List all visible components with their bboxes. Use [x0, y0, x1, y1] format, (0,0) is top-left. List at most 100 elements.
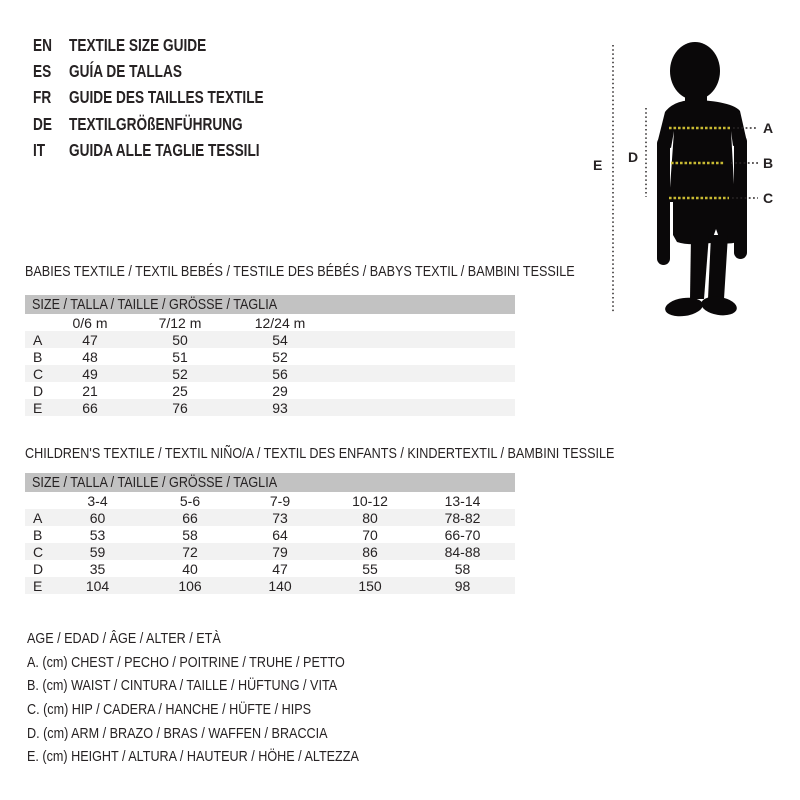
language-title: GUIDE DES TAILLES TEXTILE [69, 87, 264, 108]
children-section-title-text: CHILDREN'S TEXTILE / TEXTIL NIÑO/A / TEX… [25, 445, 615, 462]
language-title-list: EN TEXTILE SIZE GUIDE ES GUÍA DE TALLAS … [33, 32, 319, 163]
language-code-text: EN [33, 34, 52, 55]
legend-line-height: E. (cm) HEIGHT / ALTURA / HAUTEUR / HÖHE… [27, 745, 422, 769]
language-code: FR [33, 87, 69, 108]
legend-line-age: AGE / EDAD / ÂGE / ALTER / ETÀ [27, 627, 422, 651]
column-header: 13-14 [444, 492, 481, 509]
language-row-fr: FR GUIDE DES TAILLES TEXTILE [33, 85, 319, 111]
cell-value: 104 [85, 577, 110, 594]
silhouette-right-leg [708, 235, 728, 299]
language-code-text: ES [33, 60, 52, 81]
cell-value: 73 [272, 509, 288, 526]
babies-section-title-text: BABIES TEXTILE / TEXTIL BEBÉS / TESTILE … [25, 263, 575, 280]
cell-value: 49 [82, 365, 98, 382]
table-row: B 48 51 52 [25, 348, 515, 365]
babies-size-table: SIZE / TALLA / TAILLE / GRÖSSE / TAGLIA … [25, 295, 515, 416]
cell-value: 60 [89, 509, 106, 526]
children-section-title: CHILDREN'S TEXTILE / TEXTIL NIÑO/A / TEX… [25, 445, 727, 462]
cell-value: 70 [362, 526, 378, 543]
language-row-en: EN TEXTILE SIZE GUIDE [33, 32, 319, 58]
measurement-figure-diagram: E D A B C [593, 42, 773, 317]
table-row: A 60 66 73 80 78-82 [25, 509, 515, 526]
silhouette-right-shoe [701, 296, 737, 316]
cell-value: 66 [182, 509, 198, 526]
row-label: D [33, 382, 44, 399]
row-label: E [33, 577, 43, 594]
cell-value: 55 [362, 560, 378, 577]
cell-value: 54 [272, 331, 288, 348]
language-code: IT [33, 140, 69, 161]
legend-text: D. (cm) ARM / BRAZO / BRAS / WAFFEN / BR… [27, 724, 328, 742]
child-silhouette-icon [657, 42, 747, 317]
row-label: D [33, 560, 44, 577]
table-row: D 21 25 29 [25, 382, 515, 399]
babies-column-header-row: 0/6 m 7/12 m 12/24 m [25, 314, 515, 331]
cell-value: 52 [172, 365, 188, 382]
column-header: 5-6 [179, 492, 201, 509]
silhouette-left-shoe [665, 297, 703, 317]
language-title: GUÍA DE TALLAS [69, 60, 182, 81]
column-header: 10-12 [352, 492, 388, 509]
cell-value: 86 [362, 543, 378, 560]
legend-text: C. (cm) HIP / CADERA / HANCHE / HÜFTE / … [27, 701, 311, 719]
legend-text: E. (cm) HEIGHT / ALTURA / HAUTEUR / HÖHE… [27, 748, 359, 766]
cell-value: 80 [362, 509, 378, 526]
cell-value: 52 [272, 348, 288, 365]
silhouette-shorts [673, 198, 742, 245]
cell-value: 84-88 [444, 543, 481, 560]
measure-label-d: D [628, 149, 638, 165]
measurement-legend: AGE / EDAD / ÂGE / ALTER / ETÀ A. (cm) C… [27, 627, 422, 769]
cell-value: 93 [272, 399, 288, 416]
language-row-it: IT GUIDA ALLE TAGLIE TESSILI [33, 137, 319, 163]
column-header: 0/6 m [72, 314, 108, 331]
cell-value: 72 [182, 543, 198, 560]
cell-value: 64 [272, 526, 288, 543]
cell-value: 58 [454, 560, 471, 577]
legend-text: A. (cm) CHEST / PECHO / POITRINE / TRUHE… [27, 653, 345, 671]
cell-value: 47 [82, 331, 98, 348]
cell-value: 35 [89, 560, 106, 577]
cell-value: 78-82 [444, 509, 481, 526]
row-label: B [33, 348, 43, 365]
cell-value: 51 [172, 348, 188, 365]
measure-label-c: C [763, 190, 773, 206]
cell-value: 150 [358, 577, 382, 594]
cell-value: 59 [89, 543, 106, 560]
cell-value: 47 [272, 560, 288, 577]
language-row-de: DE TEXTILGRÖßENFÜHRUNG [33, 111, 319, 137]
children-column-header-row: 3-4 5-6 7-9 10-12 13-14 [25, 492, 515, 509]
row-label: C [33, 365, 44, 382]
measure-label-e: E [593, 157, 602, 173]
language-code: ES [33, 61, 69, 82]
language-code-text: DE [33, 113, 52, 134]
table-row: E 104 106 140 150 98 [25, 577, 515, 594]
cell-value: 40 [182, 560, 198, 577]
legend-line-hip: C. (cm) HIP / CADERA / HANCHE / HÜFTE / … [27, 698, 422, 722]
table-row: A 47 50 54 [25, 331, 515, 348]
cell-value: 29 [272, 382, 288, 399]
cell-value: 21 [82, 382, 98, 399]
language-title: TEXTILE SIZE GUIDE [69, 34, 207, 55]
table-row: D 35 40 47 55 58 [25, 560, 515, 577]
language-code: EN [33, 35, 69, 56]
legend-line-arm: D. (cm) ARM / BRAZO / BRAS / WAFFEN / BR… [27, 722, 422, 746]
cell-value: 50 [172, 331, 188, 348]
cell-value: 106 [178, 577, 202, 594]
column-header: 12/24 m [254, 314, 306, 331]
legend-text: AGE / EDAD / ÂGE / ALTER / ETÀ [27, 630, 221, 647]
column-header: 7/12 m [158, 314, 202, 331]
row-label: E [33, 399, 43, 416]
column-header: 7-9 [269, 492, 291, 509]
row-label: A [33, 509, 43, 526]
legend-line-waist: B. (cm) WAIST / CINTURA / TAILLE / HÜFTU… [27, 674, 422, 698]
silhouette-left-leg [690, 235, 709, 299]
row-label: B [33, 526, 43, 543]
language-code: DE [33, 114, 69, 135]
cell-value: 140 [268, 577, 292, 594]
cell-value: 66 [82, 399, 98, 416]
babies-size-header-bar: SIZE / TALLA / TAILLE / GRÖSSE / TAGLIA [25, 295, 515, 314]
silhouette-left-arm [657, 137, 670, 265]
language-code-text: FR [33, 87, 52, 108]
measure-label-b: B [763, 155, 773, 171]
